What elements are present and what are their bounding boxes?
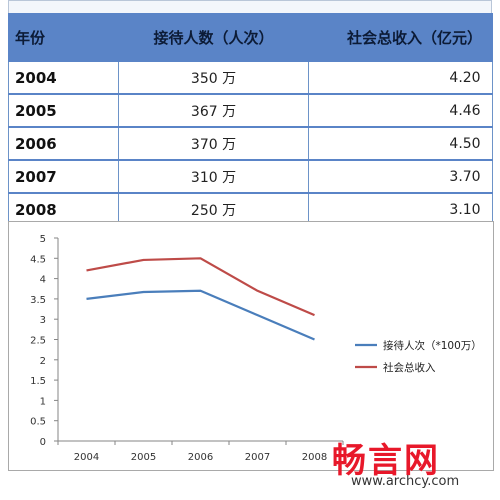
y-tick-label: 4 (40, 275, 46, 286)
header-visits: 接待人数（人次） (118, 13, 309, 62)
cell-income: 4.20 (308, 60, 493, 95)
line-chart-panel: 0 0.5 1 1.5 2 2.5 3 3.5 4 4.5 5 2004 2005 2006 2007 200… (8, 221, 494, 471)
table-row: 2004 350 万 4.20 (8, 60, 493, 95)
x-tick-label: 2007 (245, 452, 270, 463)
y-tick-label: 3.5 (30, 295, 46, 306)
line-chart: 0 0.5 1 1.5 2 2.5 3 3.5 4 4.5 5 2004 2005 2006 2007 200… (30, 234, 482, 463)
y-tick-label: 1.5 (30, 376, 46, 387)
table-row: 2008 250 万 3.10 (8, 192, 493, 226)
y-tick-label: 3 (40, 315, 46, 326)
cell-income: 4.50 (308, 126, 493, 161)
y-tick-label: 5 (40, 234, 46, 245)
data-table-section: 年份 接待人数（人次） 社会总收入（亿元） 2004 350 万 4.20 20… (0, 0, 500, 226)
table-header-row: 年份 接待人数（人次） 社会总收入（亿元） (8, 13, 493, 62)
series-line-1 (86, 289, 315, 341)
table-top-strip (8, 0, 492, 13)
watermark-brand: 畅言网 (332, 441, 440, 481)
cell-year: 2005 (8, 93, 119, 128)
table-row: 2007 310 万 3.70 (8, 159, 493, 194)
series-line-2 (86, 257, 315, 317)
cell-year: 2007 (8, 159, 119, 194)
cell-income: 3.70 (308, 159, 493, 194)
x-tick-label: 2008 (302, 452, 327, 463)
y-tick-label: 0.5 (30, 417, 46, 428)
y-tick-label: 2.5 (30, 336, 46, 347)
cell-visits: 370 万 (118, 126, 309, 161)
header-year: 年份 (8, 13, 119, 62)
cell-year: 2004 (8, 60, 119, 95)
x-tick-label: 2006 (188, 452, 213, 463)
cell-year: 2006 (8, 126, 119, 161)
cell-income: 4.46 (308, 93, 493, 128)
cell-year: 2008 (8, 192, 119, 226)
header-income: 社会总收入（亿元） (308, 13, 493, 62)
y-tick-label: 2 (40, 356, 46, 367)
x-tick-label: 2004 (74, 452, 99, 463)
y-tick-label: 0 (40, 437, 46, 448)
data-table: 年份 接待人数（人次） 社会总收入（亿元） 2004 350 万 4.20 20… (8, 13, 493, 226)
cell-visits: 350 万 (118, 60, 309, 95)
x-tick-label: 2005 (131, 452, 156, 463)
y-tick-label: 4.5 (30, 254, 46, 265)
table-row: 2005 367 万 4.46 (8, 93, 493, 128)
legend-label-1: 接待人次（*100万） (383, 339, 482, 352)
cell-visits: 367 万 (118, 93, 309, 128)
watermark-url: www.archcy.com (351, 474, 460, 489)
legend-label-2: 社会总收入 (383, 361, 436, 374)
y-tick-label: 1 (40, 396, 46, 407)
cell-visits: 310 万 (118, 159, 309, 194)
table-row: 2006 370 万 4.50 (8, 126, 493, 161)
